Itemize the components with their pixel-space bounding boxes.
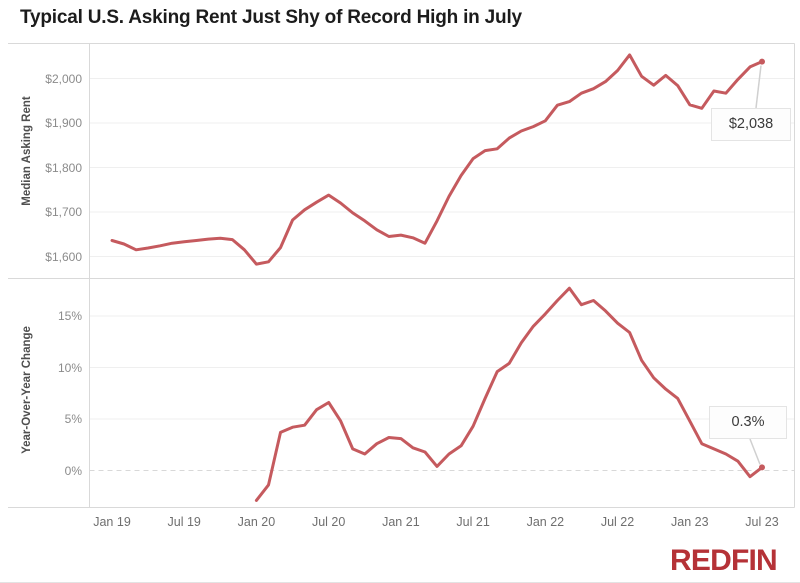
x-tick-label: Jan 21: [382, 515, 420, 529]
leader-line-yoy: [749, 438, 761, 465]
y-axis-title-yoy: Year-Over-Year Change: [21, 326, 33, 454]
x-tick-label: Jan 20: [237, 515, 276, 529]
x-tick-label: Jul 19: [167, 515, 201, 529]
yoy-value-callout: 0.3%: [709, 406, 787, 439]
chart-title: Typical U.S. Asking Rent Just Shy of Rec…: [20, 7, 522, 28]
rent-line-endpoint: [758, 58, 765, 65]
redfin-logo: REDFIN: [670, 544, 778, 577]
rent-line: [110, 53, 764, 266]
leader-line-rent: [755, 65, 762, 109]
y-tick-label: $1,900: [45, 116, 82, 130]
y-tick-label: 10%: [57, 360, 82, 375]
yoy-line: [254, 286, 764, 502]
y-axis-title-rent: Median Asking Rent: [21, 96, 33, 206]
y-tick-label: 5%: [64, 412, 82, 426]
x-tick-label: Jul 23: [745, 515, 779, 529]
yoy-line-endpoint: [758, 464, 765, 471]
x-tick-label: Jul 21: [456, 515, 490, 529]
x-tick-label: Jul 20: [311, 515, 346, 529]
x-tick-label: Jan 23: [671, 515, 709, 529]
y-tick-label: $1,700: [45, 205, 82, 219]
y-tick-label: $2,000: [45, 71, 82, 86]
y-tick-label: $1,800: [45, 160, 82, 175]
rent-value-callout: $2,038: [711, 108, 791, 141]
y-tick-label: 0%: [64, 463, 82, 478]
y-tick-label: 15%: [57, 309, 82, 323]
x-tick-label: Jan 19: [93, 515, 131, 529]
x-tick-label: Jan 22: [526, 515, 565, 529]
y-tick-label: $1,600: [45, 249, 82, 264]
x-tick-label: Jul 22: [600, 515, 635, 529]
